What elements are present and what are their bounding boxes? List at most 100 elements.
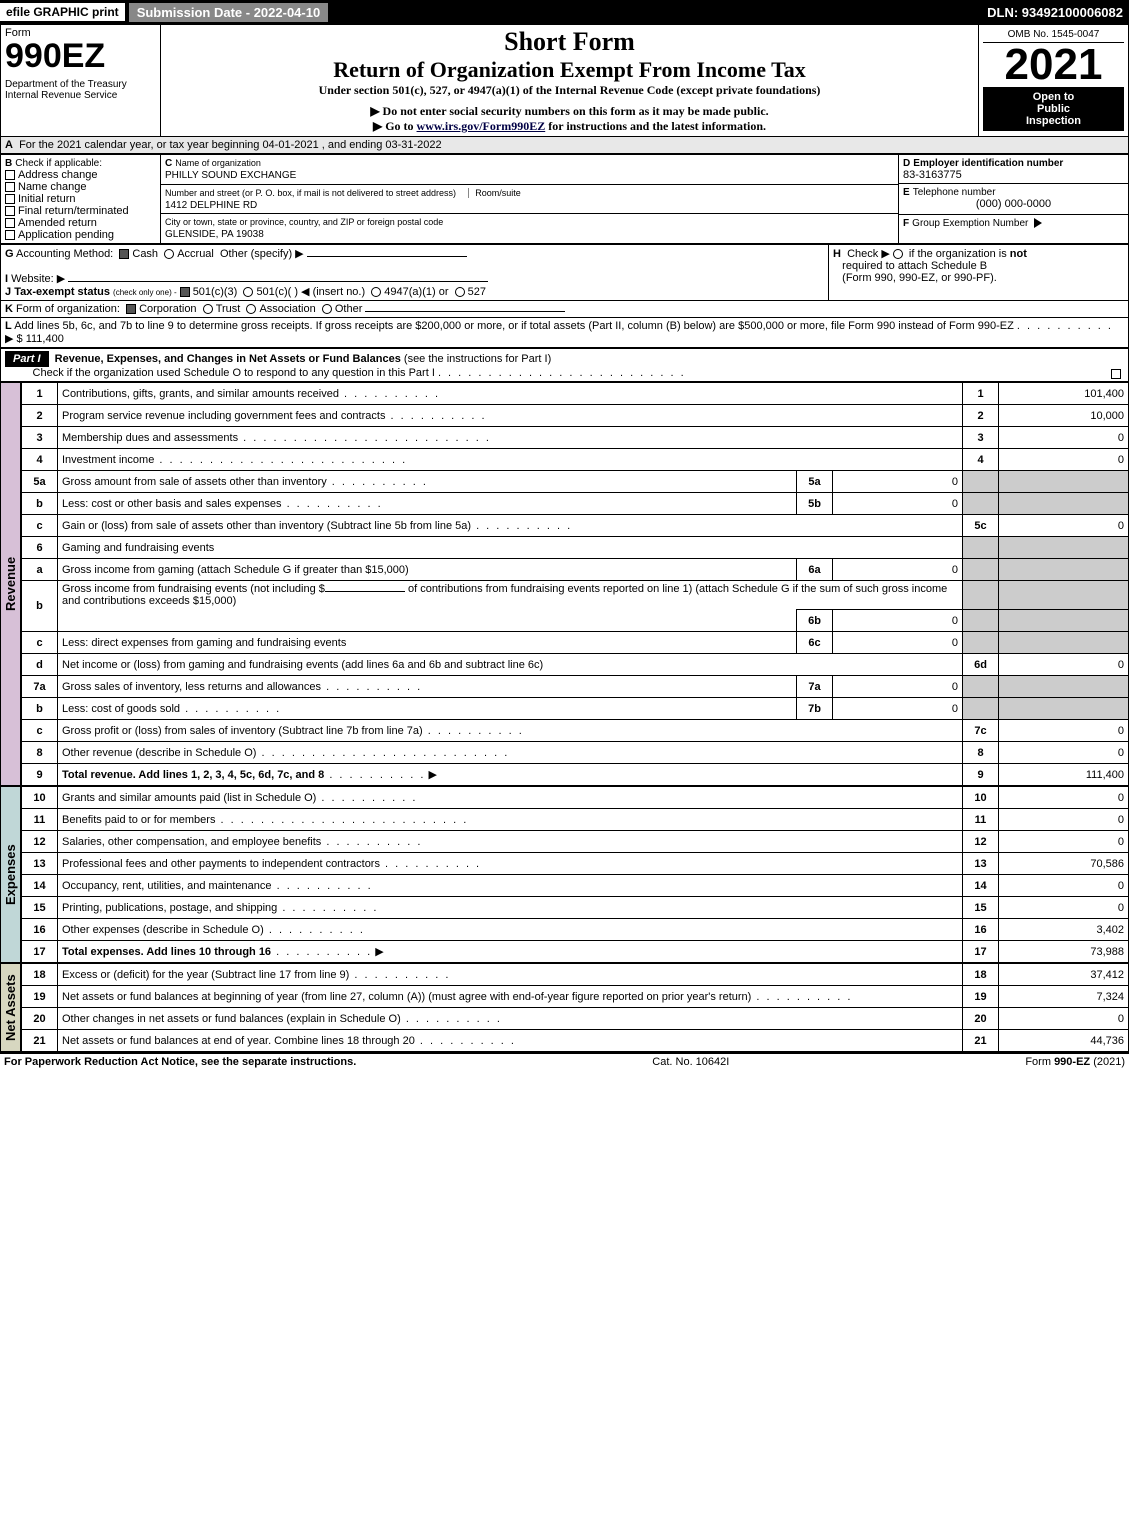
amt-14: 0 [999, 875, 1129, 897]
part1-label: Part I [5, 351, 49, 367]
amt-5c: 0 [999, 515, 1129, 537]
amt-1: 101,400 [999, 383, 1129, 405]
amt-17: 73,988 [999, 941, 1129, 963]
l-text: Add lines 5b, 6c, and 7b to line 9 to de… [14, 320, 1014, 332]
f-letter: F [903, 218, 909, 229]
netassets-section: Net Assets 18Excess or (deficit) for the… [0, 963, 1129, 1052]
other-method-input[interactable] [307, 256, 467, 257]
footer-right: Form 990-EZ (2021) [1025, 1056, 1125, 1068]
revenue-section: Revenue 1Contributions, gifts, grants, a… [0, 382, 1129, 786]
g-letter: G [5, 248, 14, 260]
city-label: City or town, state or province, country… [165, 217, 443, 227]
check-final-return[interactable] [5, 206, 15, 216]
amt-6d: 0 [999, 654, 1129, 676]
arrow-icon [1034, 218, 1042, 228]
check-amended-return[interactable] [5, 218, 15, 228]
entity-block: B Check if applicable: Address change Na… [0, 154, 1129, 244]
submission-date: Submission Date - 2022-04-10 [129, 3, 329, 22]
footer-mid: Cat. No. 10642I [652, 1056, 729, 1068]
j-letter: J [5, 286, 11, 298]
amt-11: 0 [999, 809, 1129, 831]
fundraising-contrib-input[interactable] [325, 591, 405, 592]
amt-2: 10,000 [999, 405, 1129, 427]
amt-6a: 0 [833, 559, 963, 581]
amt-13: 70,586 [999, 853, 1129, 875]
check-501c[interactable] [243, 287, 253, 297]
e-label: Telephone number [913, 187, 996, 198]
line-a: A For the 2021 calendar year, or tax yea… [0, 137, 1129, 154]
top-bar: efile GRAPHIC print Submission Date - 20… [0, 0, 1129, 24]
check-527[interactable] [455, 287, 465, 297]
amt-4: 0 [999, 449, 1129, 471]
l-value: $ 111,400 [17, 333, 64, 345]
check-accrual[interactable] [164, 249, 174, 259]
check-initial-return[interactable] [5, 194, 15, 204]
j-label: Tax-exempt status [14, 286, 110, 298]
c-name-label: Name of organization [175, 158, 261, 168]
i-label: Website: ▶ [11, 273, 65, 285]
l-letter: L [5, 320, 12, 332]
amt-20: 0 [999, 1008, 1129, 1030]
side-label-revenue: Revenue [0, 382, 21, 786]
short-form-title: Short Form [165, 27, 974, 57]
website-input[interactable] [68, 281, 488, 282]
amt-18: 37,412 [999, 964, 1129, 986]
part1-title: Revenue, Expenses, and Changes in Net As… [55, 353, 401, 365]
b-label: Check if applicable: [15, 158, 102, 169]
amt-19: 7,324 [999, 986, 1129, 1008]
street-value: 1412 DELPHINE RD [165, 200, 257, 211]
check-other-org[interactable] [322, 304, 332, 314]
dln-label: DLN: 93492100006082 [987, 5, 1129, 20]
irs-link[interactable]: www.irs.gov/Form990EZ [417, 119, 546, 133]
part1-header: Part I Revenue, Expenses, and Changes in… [0, 348, 1129, 382]
amt-10: 0 [999, 787, 1129, 809]
netasset-lines: 18Excess or (deficit) for the year (Subt… [21, 963, 1129, 1052]
check-address-change[interactable] [5, 170, 15, 180]
check-schedule-o[interactable] [1111, 369, 1121, 379]
check-cash[interactable] [119, 249, 129, 259]
k-label: Form of organization: [16, 303, 120, 315]
e-letter: E [903, 187, 910, 198]
amt-12: 0 [999, 831, 1129, 853]
amt-6c: 0 [833, 632, 963, 654]
check-501c3[interactable] [180, 287, 190, 297]
return-title: Return of Organization Exempt From Incom… [165, 57, 974, 83]
g-label: Accounting Method: [16, 248, 113, 260]
amt-21: 44,736 [999, 1030, 1129, 1052]
ein-value: 83-3163775 [903, 169, 962, 181]
check-application-pending[interactable] [5, 230, 15, 240]
part1-check-line: Check if the organization used Schedule … [33, 367, 435, 379]
expense-lines: 10Grants and similar amounts paid (list … [21, 786, 1129, 963]
check-assoc[interactable] [246, 304, 256, 314]
efile-label: efile GRAPHIC print [0, 3, 125, 21]
footer-left: For Paperwork Reduction Act Notice, see … [4, 1056, 356, 1068]
d-letter: D [903, 158, 910, 169]
side-label-expenses: Expenses [0, 786, 21, 963]
check-name-change[interactable] [5, 182, 15, 192]
h-letter: H [833, 248, 841, 260]
b-letter: B [5, 158, 12, 169]
check-schedule-b[interactable] [893, 249, 903, 259]
form-number: 990EZ [5, 39, 156, 73]
ghijkl-block: G Accounting Method: Cash Accrual Other … [0, 244, 1129, 348]
k-letter: K [5, 303, 13, 315]
amt-7c: 0 [999, 720, 1129, 742]
c-letter: C [165, 158, 172, 169]
amt-7b: 0 [833, 698, 963, 720]
city-value: GLENSIDE, PA 19038 [165, 229, 264, 240]
dept-treasury: Department of the Treasury Internal Reve… [5, 79, 156, 101]
check-corp[interactable] [126, 304, 136, 314]
goto-note: ▶ Go to www.irs.gov/Form990EZ for instru… [165, 119, 974, 134]
room-label: Room/suite [468, 188, 521, 198]
amt-5b: 0 [833, 493, 963, 515]
form-header-table: Form 990EZ Department of the Treasury In… [0, 24, 1129, 137]
check-trust[interactable] [203, 304, 213, 314]
d-label: Employer identification number [913, 158, 1063, 169]
tax-year: 2021 [983, 43, 1124, 87]
amt-16: 3,402 [999, 919, 1129, 941]
expenses-section: Expenses 10Grants and similar amounts pa… [0, 786, 1129, 963]
amt-9: 111,400 [999, 764, 1129, 786]
check-4947[interactable] [371, 287, 381, 297]
street-label: Number and street (or P. O. box, if mail… [165, 188, 456, 198]
other-org-input[interactable] [365, 311, 565, 312]
